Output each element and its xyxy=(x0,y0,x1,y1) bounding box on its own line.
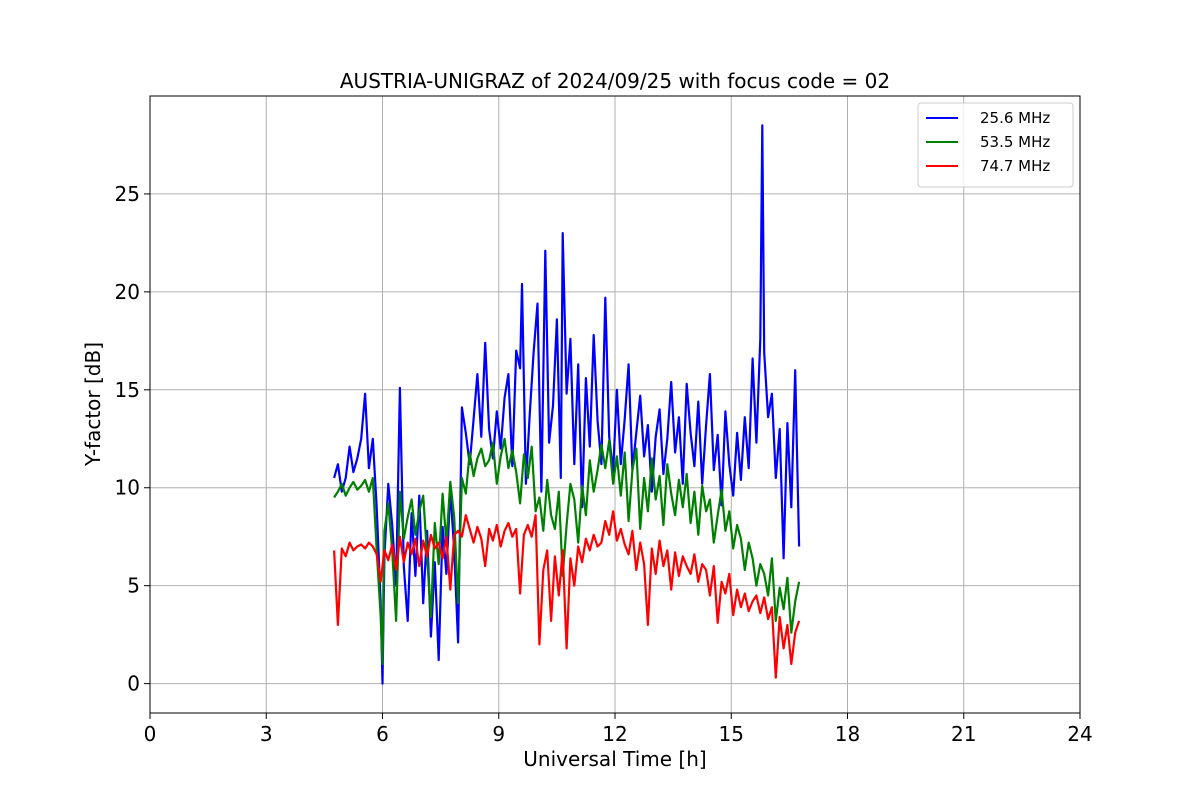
legend-label: 53.5 MHz xyxy=(980,133,1050,151)
y-tick-label: 15 xyxy=(115,378,140,402)
y-tick-label: 5 xyxy=(127,574,140,598)
x-axis: 0 3 6 9 12 15 18 21 24 xyxy=(144,713,1093,746)
y-tick-label: 25 xyxy=(115,182,140,206)
legend: 25.6 MHz 53.5 MHz 74.7 MHz xyxy=(917,102,1074,188)
gridlines xyxy=(149,96,1081,713)
legend-label: 25.6 MHz xyxy=(980,109,1050,127)
series-lines xyxy=(333,124,801,685)
y-tick-label: 0 xyxy=(127,672,140,696)
x-tick-label: 15 xyxy=(719,722,744,746)
x-tick-label: 18 xyxy=(835,722,860,746)
chart-title: AUSTRIA-UNIGRAZ of 2024/09/25 with focus… xyxy=(340,69,890,93)
legend-label: 74.7 MHz xyxy=(980,157,1050,175)
x-tick-label: 21 xyxy=(951,722,976,746)
series-line-53-5-mhz xyxy=(333,437,801,666)
x-tick-label: 9 xyxy=(492,722,505,746)
x-tick-label: 24 xyxy=(1067,722,1092,746)
y-tick-label: 20 xyxy=(115,280,140,304)
x-axis-title: Universal Time [h] xyxy=(523,747,706,771)
series-line-25-6-mhz xyxy=(333,124,801,685)
y-axis-title: Y-factor [dB] xyxy=(81,342,105,467)
x-tick-label: 12 xyxy=(602,722,627,746)
y-axis: 0 5 10 15 20 25 xyxy=(115,182,150,696)
y-tick-label: 10 xyxy=(115,476,140,500)
x-tick-label: 3 xyxy=(260,722,273,746)
series-line-74-7-mhz xyxy=(333,510,801,679)
x-tick-label: 6 xyxy=(376,722,389,746)
x-tick-label: 0 xyxy=(144,722,157,746)
